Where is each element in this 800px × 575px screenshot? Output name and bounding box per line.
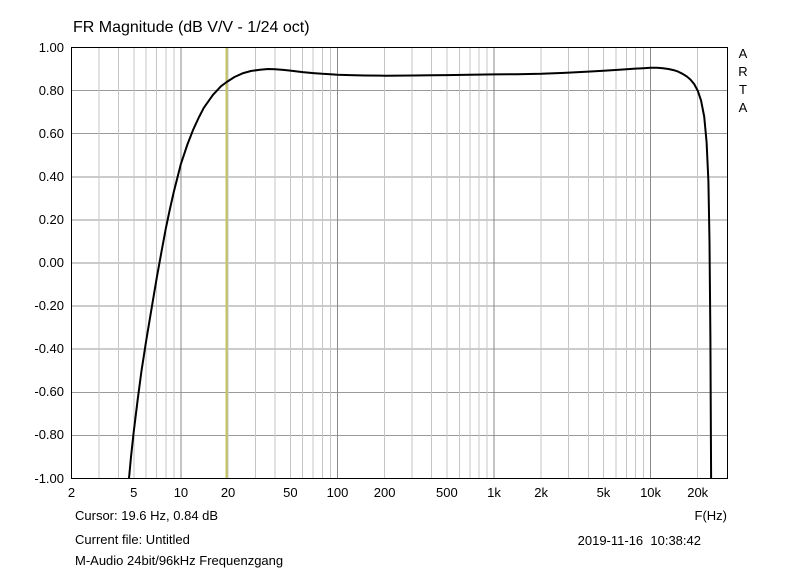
chart-title: FR Magnitude (dB V/V - 1/24 oct) [73, 19, 310, 36]
y-tick-label: -0.40 [34, 341, 64, 357]
x-tick-label: 5 [130, 485, 138, 500]
datetime-stamp: 2019-11-16 10:38:42 [577, 533, 701, 548]
fr-response-curve [127, 66, 713, 479]
brand-letter: T [739, 82, 747, 97]
brand-letter: A [738, 100, 748, 115]
cursor-readout: Cursor: 19.6 Hz, 0.84 dB [75, 508, 219, 523]
y-tick-label: 1.00 [38, 39, 64, 55]
x-tick-label: 20 [220, 485, 236, 500]
y-tick-label: -0.20 [34, 298, 64, 314]
y-tick-label: 0.60 [38, 125, 64, 141]
measurement-title: M-Audio 24bit/96kHz Frequenzgang [75, 553, 284, 568]
y-tick-label: 0.00 [38, 255, 64, 270]
y-tick-label: 0.80 [38, 82, 64, 98]
y-tick-label: 0.20 [38, 211, 64, 227]
x-tick-label: 20k [687, 485, 709, 500]
x-tick-label: 500 [436, 485, 458, 500]
brand-letter: R [738, 64, 748, 79]
x-tick-label: 1k [487, 485, 501, 500]
y-tick-label: -0.80 [34, 427, 64, 443]
y-tick-label: -1.00 [34, 470, 64, 486]
x-tick-label: 2k [534, 485, 548, 500]
x-tick-label: 10 [173, 485, 189, 500]
current-file-label: Current file: Untitled [75, 532, 190, 547]
y-tick-label: 0.40 [38, 168, 64, 184]
x-tick-label: 200 [373, 485, 396, 500]
x-tick-label: 50 [283, 485, 298, 500]
plot-frame [71, 47, 728, 479]
x-tick-label: 5k [596, 485, 611, 500]
x-tick-label: 10k [640, 485, 662, 500]
x-tick-label: 2 [67, 485, 76, 500]
brand-letter: A [738, 46, 748, 61]
x-axis-unit-label: F(Hz) [694, 508, 728, 523]
y-tick-label: -0.60 [34, 384, 64, 400]
x-tick-label: 100 [326, 485, 349, 500]
